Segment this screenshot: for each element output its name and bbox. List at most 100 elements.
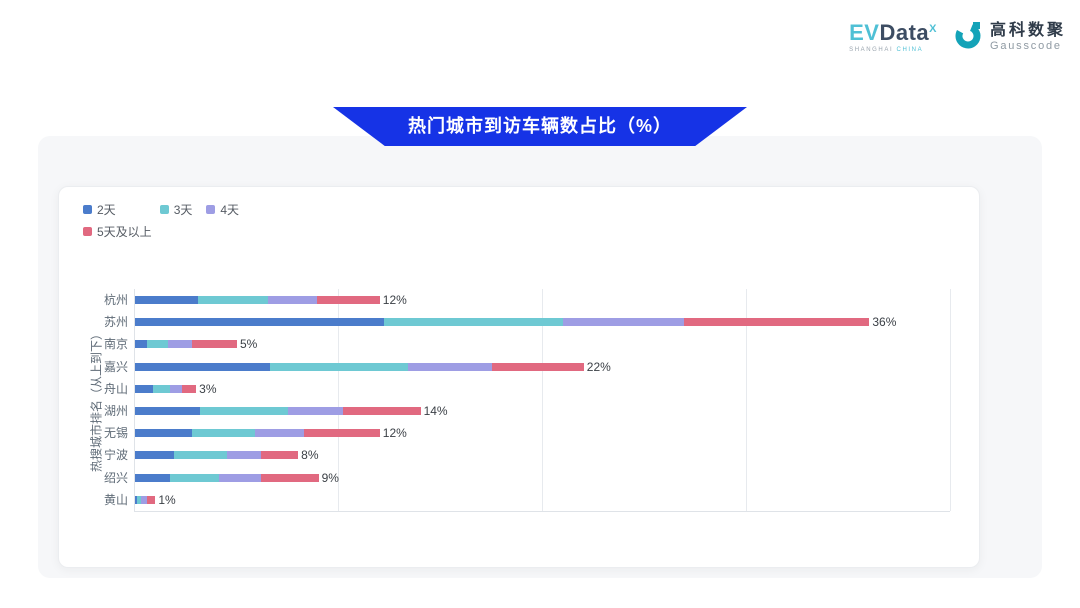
bar-segment-4天 bbox=[267, 296, 317, 305]
gridline-30 bbox=[746, 289, 747, 511]
y-axis-label-嘉兴: 嘉兴 bbox=[103, 359, 128, 374]
page-title-banner: 热门城市到访车辆数占比（%） bbox=[333, 107, 747, 146]
gridline-10 bbox=[338, 289, 339, 511]
gausscode-name-cn: 高科数聚 bbox=[989, 21, 1066, 39]
legend-label: 5天及以上 bbox=[97, 225, 152, 239]
bar-row-绍兴: 9% bbox=[135, 467, 339, 489]
y-axis-label-黄山: 黄山 bbox=[103, 492, 128, 507]
bar-segment-5天及以上 bbox=[147, 495, 156, 504]
bar-total-label: 1% bbox=[158, 492, 176, 507]
bar-segment-3天 bbox=[192, 429, 256, 438]
bar-segment-4天 bbox=[226, 451, 262, 460]
bar-total-label: 9% bbox=[321, 470, 339, 485]
evdata-ev-text: EV bbox=[849, 20, 880, 45]
y-axis-line bbox=[134, 289, 135, 511]
bar-total-label: 8% bbox=[301, 448, 319, 463]
evdata-logo: EVDataX SHANGHAI CHINA bbox=[849, 22, 937, 54]
bar-segment-3天 bbox=[173, 451, 227, 460]
gausscode-name-en: Gausscode bbox=[989, 40, 1062, 53]
bar-total-label: 36% bbox=[872, 315, 897, 330]
bar-segment-2天 bbox=[135, 362, 270, 371]
legend-item-4天[interactable]: 4天 bbox=[206, 201, 239, 218]
bar-segment-4天 bbox=[141, 495, 148, 504]
bar-segment-2天 bbox=[135, 429, 193, 438]
bar-segment-5天及以上 bbox=[261, 451, 299, 460]
evdata-wordmark: EVDataX bbox=[849, 22, 937, 44]
bar-total-label: 3% bbox=[199, 381, 217, 396]
bar-segment-3天 bbox=[383, 318, 564, 327]
gridline-20 bbox=[542, 289, 543, 511]
y-axis-label-宁波: 宁波 bbox=[103, 448, 128, 463]
gridline-40 bbox=[950, 289, 951, 511]
bar-row-黄山: 1% bbox=[135, 489, 176, 511]
evdata-subtext-left: SHANGHAI bbox=[849, 47, 894, 53]
y-axis-label-无锡: 无锡 bbox=[103, 426, 128, 441]
bar-segment-5天及以上 bbox=[304, 429, 380, 438]
gausscode-logo: 高科数聚 Gausscode bbox=[953, 20, 1066, 55]
bar-segment-5天及以上 bbox=[192, 340, 237, 349]
report-panel: 2天 3天 4天 5天及以上 热搜城市排名（从上到下） 杭州 12% 苏州 36% 南京 5%… bbox=[38, 136, 1042, 578]
bar-segment-2天 bbox=[135, 495, 138, 504]
bar-segment-4天 bbox=[287, 407, 344, 416]
legend-label: 4天 bbox=[220, 203, 240, 217]
legend-item-2天[interactable]: 2天 bbox=[83, 201, 116, 218]
bar-total-label: 12% bbox=[382, 426, 407, 441]
bar-segment-2天 bbox=[135, 473, 170, 482]
bar-segment-5天及以上 bbox=[316, 296, 380, 305]
bar-segment-3天 bbox=[153, 384, 170, 393]
header-logos: EVDataX SHANGHAI CHINA 高科数聚 Gausscode bbox=[849, 20, 1066, 55]
bar-segment-5天及以上 bbox=[343, 407, 421, 416]
legend-label: 3天 bbox=[173, 203, 193, 217]
bar-total-label: 14% bbox=[423, 404, 448, 419]
bar-segment-2天 bbox=[135, 296, 199, 305]
bar-segment-3天 bbox=[269, 362, 409, 371]
bar-segment-4天 bbox=[218, 473, 262, 482]
x-axis-line bbox=[134, 511, 950, 512]
bar-segment-3天 bbox=[169, 473, 219, 482]
bar-row-湖州: 14% bbox=[135, 400, 448, 422]
bar-segment-2天 bbox=[135, 340, 148, 349]
bar-total-label: 22% bbox=[586, 359, 611, 374]
bar-segment-4天 bbox=[563, 318, 684, 327]
bar-segment-3天 bbox=[198, 296, 268, 305]
plot-area: 热搜城市排名（从上到下） 杭州 12% 苏州 36% 南京 5% 嘉兴 22% 舟山 3% 湖州 14… bbox=[59, 187, 979, 567]
bar-segment-4天 bbox=[255, 429, 305, 438]
bar-segment-5天及以上 bbox=[491, 362, 584, 371]
bar-total-label: 5% bbox=[239, 337, 258, 352]
bar-segment-2天 bbox=[135, 318, 384, 327]
y-axis-label-南京: 南京 bbox=[103, 337, 128, 352]
gausscode-text: 高科数聚 Gausscode bbox=[990, 22, 1066, 53]
legend-item-5天及以上[interactable]: 5天及以上 bbox=[83, 223, 152, 240]
legend-row-2: 5天及以上 bbox=[83, 223, 253, 240]
bar-segment-5天及以上 bbox=[181, 384, 197, 393]
evdata-subtext-right: CHINA bbox=[896, 47, 924, 53]
bar-segment-2天 bbox=[135, 384, 154, 393]
bar-segment-3天 bbox=[137, 495, 142, 504]
bar-segment-5天及以上 bbox=[261, 473, 319, 482]
y-axis-label-苏州: 苏州 bbox=[103, 315, 128, 330]
evdata-x-icon: X bbox=[929, 23, 937, 35]
gausscode-g-icon bbox=[953, 20, 983, 55]
bar-segment-4天 bbox=[408, 362, 492, 371]
legend-swatch bbox=[83, 205, 92, 214]
bar-segment-4天 bbox=[167, 340, 193, 349]
chart-card: 2天 3天 4天 5天及以上 热搜城市排名（从上到下） 杭州 12% 苏州 36% 南京 5%… bbox=[58, 186, 980, 568]
legend-item-3天[interactable]: 3天 bbox=[159, 201, 193, 218]
legend-swatch bbox=[159, 205, 169, 214]
bar-segment-5天及以上 bbox=[683, 318, 870, 327]
y-axis-label-杭州: 杭州 bbox=[103, 293, 128, 307]
evdata-subtext: SHANGHAI CHINA bbox=[849, 47, 937, 53]
legend-label: 2天 bbox=[97, 203, 116, 217]
bar-row-嘉兴: 22% bbox=[135, 356, 611, 378]
bar-row-南京: 5% bbox=[135, 333, 257, 355]
bar-total-label: 12% bbox=[382, 293, 407, 308]
evdata-data-text: Data bbox=[879, 20, 930, 45]
y-axis-label-舟山: 舟山 bbox=[103, 381, 128, 396]
bar-segment-2天 bbox=[135, 451, 174, 460]
y-axis-label-湖州: 湖州 bbox=[103, 404, 128, 418]
bar-row-杭州: 12% bbox=[135, 289, 407, 311]
bar-row-无锡: 12% bbox=[135, 422, 407, 444]
legend-swatch bbox=[206, 205, 216, 214]
bar-segment-4天 bbox=[169, 384, 182, 393]
